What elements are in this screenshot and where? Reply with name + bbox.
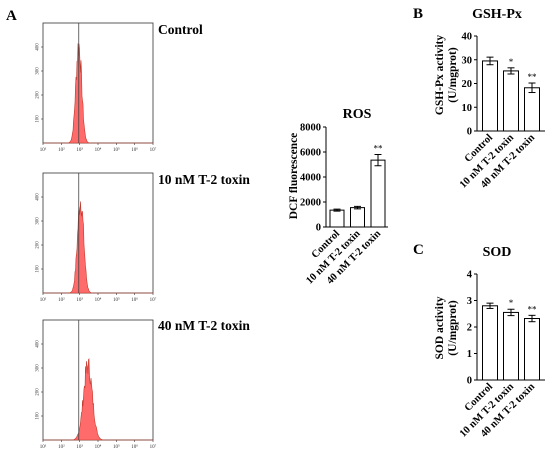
histogram-x-tick-label: 10¹ (40, 297, 47, 303)
ros-bar (370, 159, 386, 228)
histogram-y-tick-label: 300 (36, 217, 41, 225)
gsh-y-axis-unit: (U/mgprot) (447, 47, 459, 103)
histogram-y-tick-label: 200 (36, 388, 41, 396)
sod-y-axis-label: SOD activity (434, 296, 446, 359)
histogram-x-tick-label: 10⁴ (95, 444, 102, 450)
histogram-x-tick-label: 10² (58, 147, 65, 153)
gsh-y-tick-label: 10 (462, 103, 473, 114)
sod-bar-chart: SOD SOD activity (U/mgprot) 01234Control… (434, 245, 545, 440)
ros-y-tick-label: 6000 (300, 148, 321, 159)
panel-letter-a: A (6, 8, 17, 24)
ros-y-axis-label: DCF fluorescence (288, 133, 300, 220)
gsh-px-bar-chart: GSH-Px GSH-Px activity (U/mgprot) 0 10 20 3… (434, 7, 545, 191)
histogram-frame-control (42, 22, 154, 144)
gsh-significance-label: ** (528, 72, 538, 82)
histogram-area-control (43, 43, 153, 144)
histogram-x-tick-label: 10³ (76, 297, 83, 303)
histogram-frame-40nm (42, 319, 154, 441)
histogram-x-tick-label: 10¹ (40, 444, 47, 450)
gsh-y-tick-label: 40 (462, 32, 473, 43)
sod-significance-label: ** (528, 304, 538, 314)
histogram-y-tick-label: 400 (36, 43, 41, 51)
histogram-x-tick-label: 10³ (76, 444, 83, 450)
histogram-y-tick-label: 400 (36, 193, 41, 201)
sod-bar (482, 305, 498, 381)
histogram-y-tick-label: 200 (36, 91, 41, 99)
ros-bar-chart: ROS DCF fluorescence 02000400060008000Co… (288, 107, 388, 287)
ros-y-tick-label: 4000 (300, 173, 321, 184)
histogram-y-tick-label: 400 (36, 340, 41, 348)
histogram-x-tick-label: 10⁶ (131, 297, 138, 303)
sod-chart-title: SOD (483, 245, 512, 260)
ros-y-tick-label: 8000 (300, 123, 321, 134)
histogram-x-tick-label: 10² (58, 297, 65, 303)
sod-y-tick-label: 4 (467, 270, 473, 281)
ros-y-tick-label: 0 (316, 223, 321, 234)
gsh-significance-label: * (509, 57, 514, 67)
gsh-bar (503, 70, 519, 132)
panel-letter-c: C (413, 242, 424, 258)
histogram-label-40nm: 40 nM T-2 toxin (158, 318, 250, 333)
panel-letter-b: B (413, 6, 423, 22)
histogram-y-tick-label: 100 (36, 265, 41, 273)
sod-y-tick-label: 1 (467, 349, 472, 360)
histogram-y-tick-label: 100 (36, 412, 41, 420)
histogram-x-tick-label: 10² (58, 444, 65, 450)
histogram-area-40nm (43, 358, 153, 441)
flow-cytometry-panel: 400 300 200 100 10¹ 10² 10³ 10⁴ 10⁵ 10⁶ 10⁷ 400 300 2… (36, 22, 157, 450)
ros-y-tick-label: 2000 (300, 198, 321, 209)
histogram-x-tick-label: 10⁷ (150, 147, 157, 153)
ros-significance-label: ** (374, 144, 384, 154)
histogram-y-tick-label: 100 (36, 115, 41, 123)
histogram-x-tick-label: 10³ (76, 147, 83, 153)
gsh-bar (482, 60, 498, 132)
histogram-x-tick-label: 10⁷ (150, 297, 157, 303)
ros-bar (350, 207, 365, 228)
histogram-label-10nm: 10 nM T-2 toxin (158, 172, 250, 187)
sod-y-tick-label: 3 (467, 296, 472, 307)
histogram-x-tick-label: 10⁵ (113, 444, 120, 450)
histogram-area-10nm (43, 201, 153, 294)
sod-bar (503, 311, 519, 381)
histogram-x-tick-label: 10⁵ (113, 297, 120, 303)
histogram-frame-10nm (42, 172, 154, 294)
gsh-chart-title: GSH-Px (472, 7, 522, 22)
histogram-y-tick-label: 200 (36, 241, 41, 249)
gsh-y-tick-label: 30 (462, 55, 473, 66)
sod-significance-label: * (509, 298, 514, 308)
sod-y-tick-label: 2 (467, 323, 472, 334)
gsh-y-axis-label: GSH-Px activity (434, 35, 446, 115)
histogram-y-tick-label: 300 (36, 67, 41, 75)
gsh-y-tick-label: 0 (467, 127, 472, 138)
sod-y-tick-label: 0 (467, 376, 472, 387)
histogram-x-tick-label: 10⁵ (113, 147, 120, 153)
gsh-bar (524, 87, 540, 132)
sod-bar (524, 318, 540, 381)
histogram-y-tick-label: 300 (36, 364, 41, 372)
sod-y-axis-unit: (U/mgprot) (447, 300, 459, 356)
gsh-y-tick-label: 20 (462, 79, 473, 90)
histogram-label-control: Control (158, 22, 203, 37)
histogram-x-tick-label: 10⁴ (95, 297, 102, 303)
histogram-x-tick-label: 10¹ (40, 147, 47, 153)
histogram-x-tick-label: 10⁶ (131, 147, 138, 153)
histogram-x-tick-label: 10⁴ (95, 147, 102, 153)
histogram-x-tick-label: 10⁶ (131, 444, 138, 450)
ros-chart-title: ROS (343, 107, 372, 122)
ros-bar (329, 209, 345, 228)
histogram-x-tick-label: 10⁷ (150, 444, 157, 450)
